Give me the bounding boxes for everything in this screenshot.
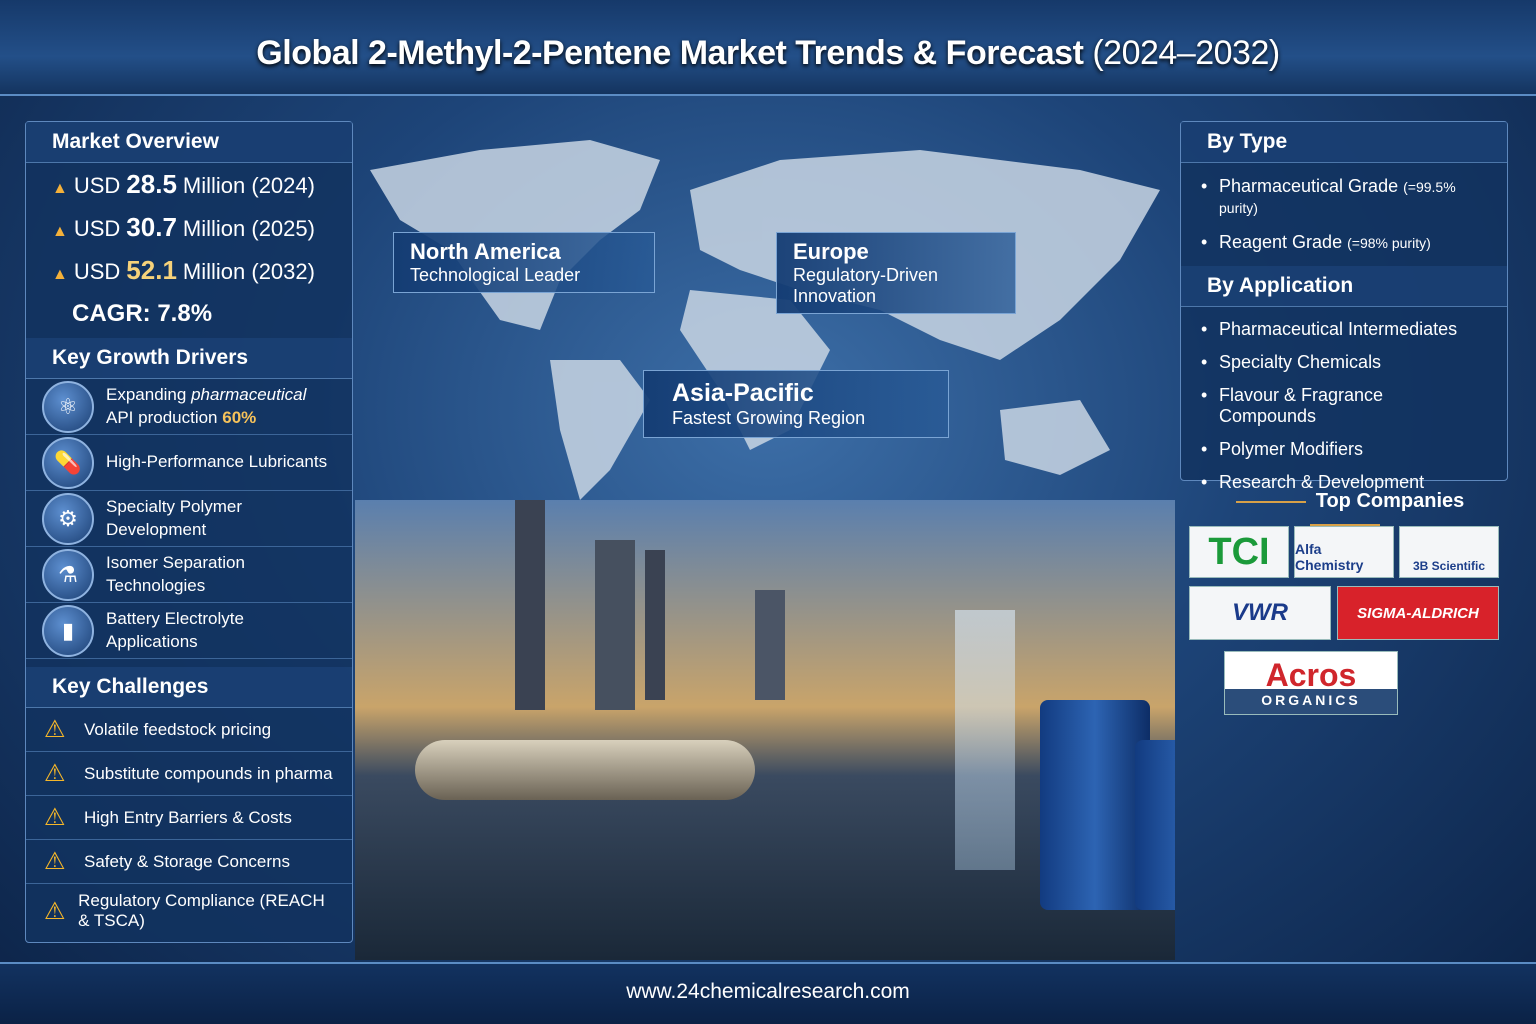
warning-icon: ⚠ xyxy=(44,897,66,925)
arrow-up-icon: ▲ xyxy=(52,180,68,197)
application-item: Polymer Modifiers xyxy=(1181,433,1507,466)
arrow-up-icon: ▲ xyxy=(52,266,68,283)
battery-icon: ▮ xyxy=(42,604,94,657)
logo-vwr: VWR xyxy=(1189,586,1331,640)
region-asia-pacific: Asia-Pacific Fastest Growing Region xyxy=(643,370,949,438)
by-type-title: By Type xyxy=(1181,122,1507,163)
cagr: CAGR: 7.8% xyxy=(72,300,213,327)
by-application-title: By Application xyxy=(1181,266,1507,307)
logo-acros-organics: Acros ORGANICS xyxy=(1224,651,1398,715)
logo-sigma-aldrich: SIGMA-ALDRICH xyxy=(1337,586,1499,640)
challenges-title: Key Challenges xyxy=(26,667,352,708)
logo-3b-scientific: 3B Scientific xyxy=(1399,526,1499,578)
molecule-icon: ⚛ xyxy=(42,380,94,433)
challenge-item: ⚠ Regulatory Compliance (REACH & TSCA) xyxy=(44,891,325,930)
market-overview-title: Market Overview xyxy=(26,122,352,163)
driver-item: ⚛ Expanding pharmaceutical API production… xyxy=(26,379,352,435)
capsule-icon: 💊 xyxy=(42,436,94,489)
challenge-item: ⚠ Substitute compounds in pharma xyxy=(26,752,352,796)
type-item: Pharmaceutical Grade (=99.5% purity) xyxy=(1181,169,1507,225)
type-item: Reagent Grade (=98% purity) xyxy=(1181,225,1507,260)
market-value-2025: ▲ USD 30.7 Million (2025) xyxy=(52,212,315,242)
region-north-america: North America Technological Leader xyxy=(393,232,655,293)
warning-icon: ⚠ xyxy=(44,804,66,831)
right-panel: By Type Pharmaceutical Grade (=99.5% pur… xyxy=(1180,121,1508,493)
application-item: Specialty Chemicals xyxy=(1181,346,1507,379)
warning-icon: ⚠ xyxy=(44,848,66,875)
separation-icon: ⚗ xyxy=(42,548,94,601)
top-companies-title: Top Companies xyxy=(1190,490,1500,536)
page-title: Global 2-Methyl-2-Pentene Market Trends … xyxy=(256,34,1280,72)
market-value-2032: ▲ USD 52.1 Million (2032) xyxy=(52,255,315,285)
driver-item: ⚗ Isomer Separation Technologies xyxy=(26,547,352,603)
market-value-2024: ▲ USD 28.5 Million (2024) xyxy=(52,169,315,199)
application-item: Pharmaceutical Intermediates xyxy=(1181,313,1507,346)
drivers-title: Key Growth Drivers xyxy=(26,338,352,379)
logo-alfa-chemistry: Alfa Chemistry xyxy=(1294,526,1394,578)
website-link[interactable]: www.24chemicalresearch.com xyxy=(626,980,910,1003)
application-item: Research & Development xyxy=(1181,466,1507,499)
driver-item: 💊 High-Performance Lubricants xyxy=(26,435,352,491)
challenge-item: ⚠ Safety & Storage Concerns xyxy=(26,840,352,884)
header: Global 2-Methyl-2-Pentene Market Trends … xyxy=(0,0,1536,96)
application-item: Flavour & Fragrance Compounds xyxy=(1181,379,1507,433)
arrow-up-icon: ▲ xyxy=(52,223,68,240)
left-panel: Market Overview ▲ USD 28.5 Million (2024) ▲… xyxy=(25,121,353,943)
logo-tci: TCI xyxy=(1189,526,1289,578)
world-map xyxy=(370,140,1160,500)
driver-item: ⚙ Specialty Polymer Development xyxy=(26,491,352,547)
gears-icon: ⚙ xyxy=(42,492,94,545)
footer: www.24chemicalresearch.com xyxy=(0,962,1536,1024)
challenge-item: ⚠ High Entry Barriers & Costs xyxy=(26,796,352,840)
refinery-illustration xyxy=(355,500,1175,960)
driver-item: ▮ Battery Electrolyte Applications xyxy=(26,603,352,659)
warning-icon: ⚠ xyxy=(44,716,66,743)
region-europe: Europe Regulatory-Driven Innovation xyxy=(776,232,1016,314)
warning-icon: ⚠ xyxy=(44,760,66,787)
challenge-item: ⚠ Volatile feedstock pricing xyxy=(26,708,352,752)
